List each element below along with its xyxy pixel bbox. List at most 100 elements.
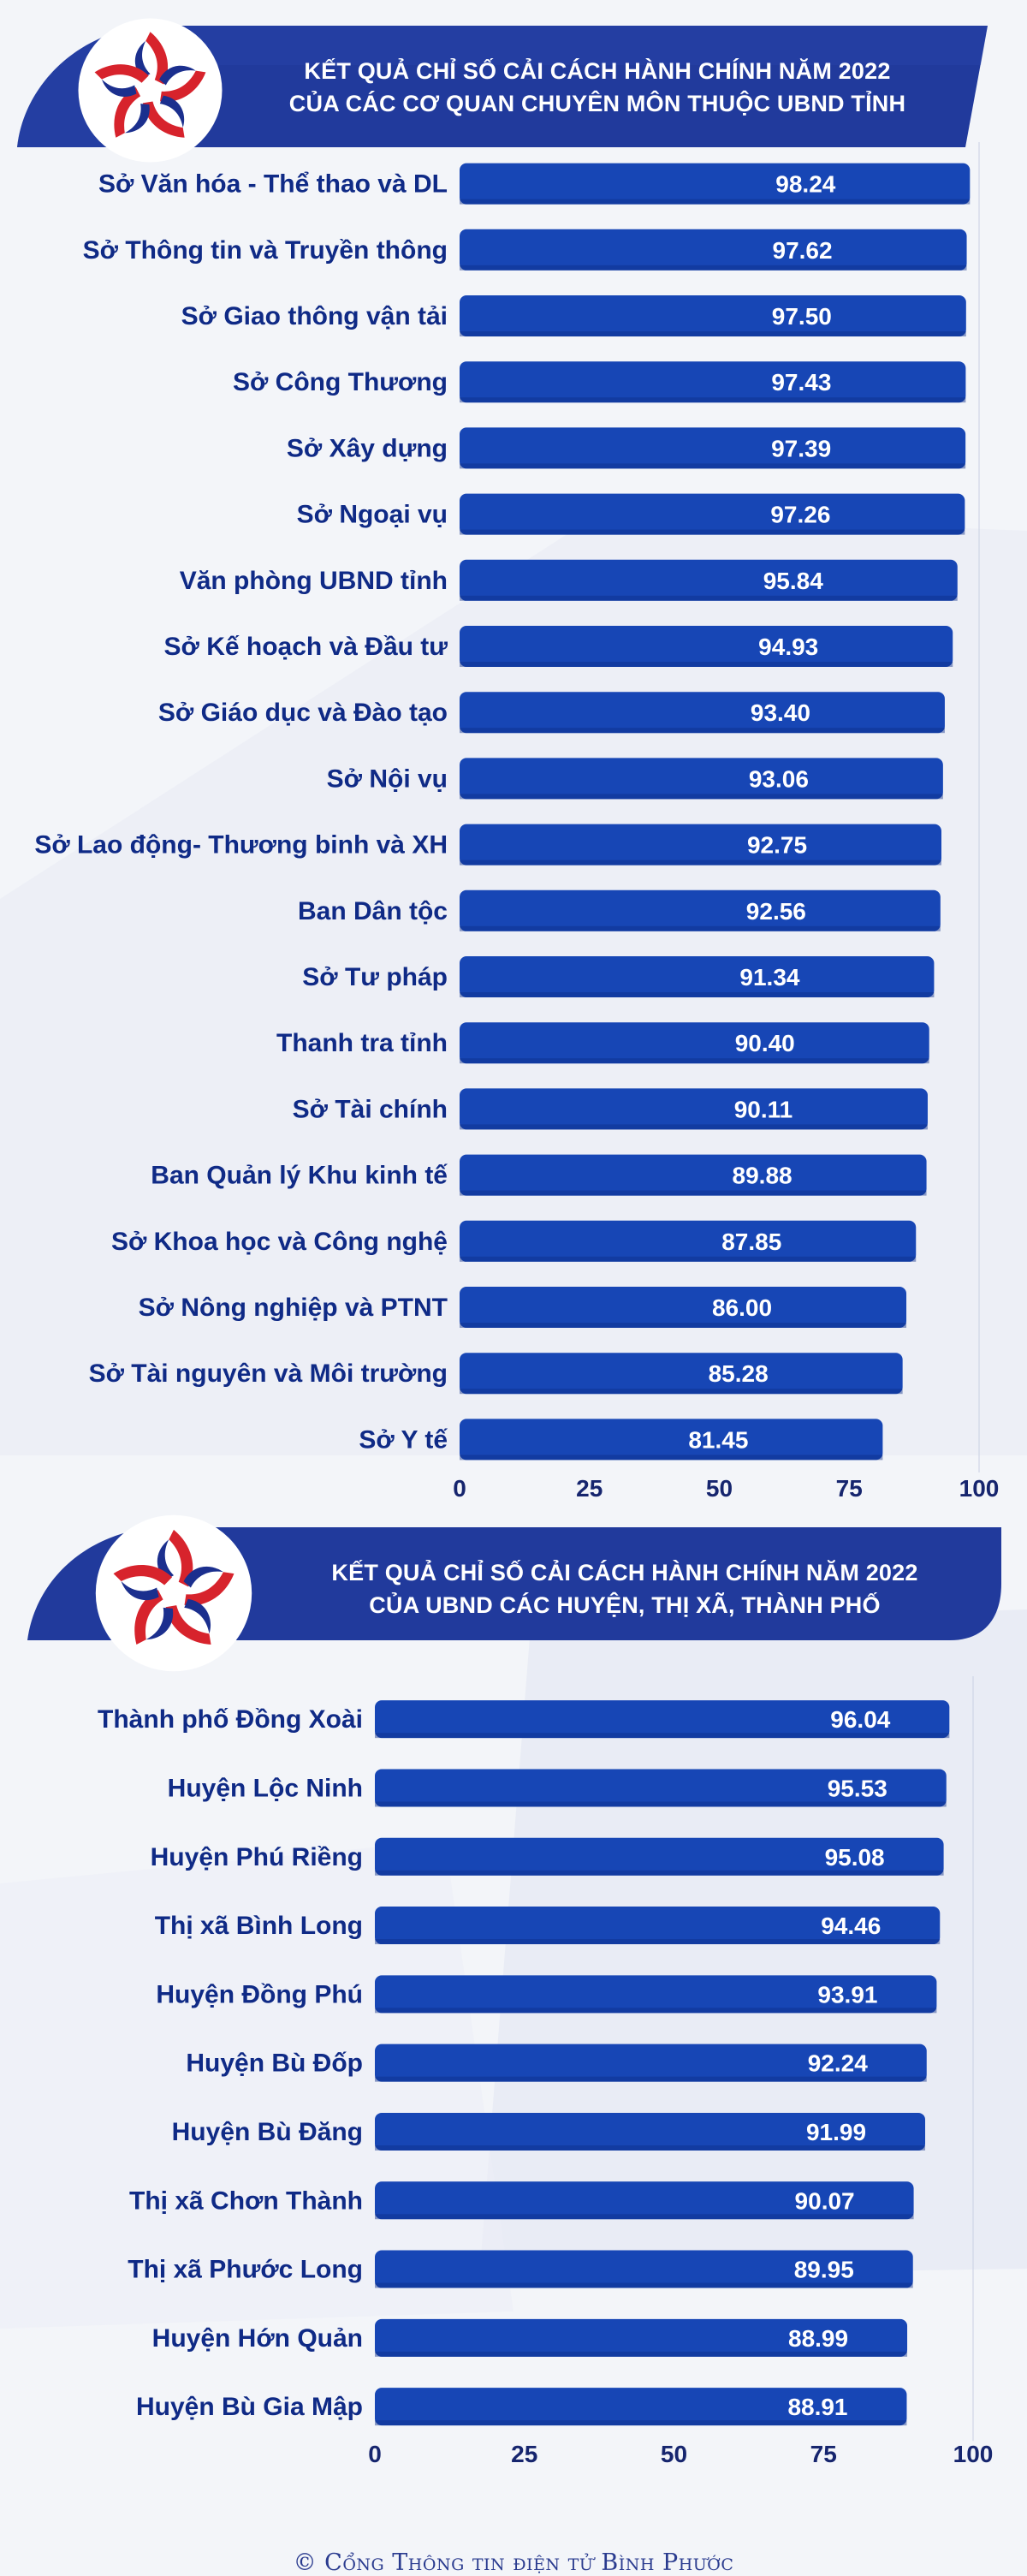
agency-category-label: Sở Tài nguyên và Môi trường: [89, 1359, 448, 1388]
agency-category-label: Sở Ngoại vụ: [297, 501, 448, 529]
agency-bar-shadow: [460, 662, 953, 667]
district-bar-shadow: [375, 2214, 914, 2220]
agency-bar: [460, 626, 953, 667]
agency-x-tick-label: 75: [836, 1475, 863, 1502]
agency-value-label: 97.39: [771, 435, 831, 461]
agency-value-label: 98.24: [775, 171, 835, 198]
district-value-label: 94.46: [821, 1913, 881, 1939]
agency-category-label: Thanh tra tỉnh: [276, 1029, 448, 1057]
agency-value-label: 97.50: [772, 303, 832, 330]
agency-bar: [460, 1022, 929, 1064]
agency-bar-shadow: [460, 265, 967, 271]
agency-bar-shadow: [460, 595, 958, 601]
agency-bar-shadow: [460, 1256, 917, 1262]
agency-value-label: 92.75: [747, 832, 807, 859]
agency-bar-shadow: [460, 925, 941, 931]
agency-category-label: Sở Kế hoạch và Đầu tư: [164, 633, 448, 661]
agency-value-label: 81.45: [688, 1426, 748, 1453]
agency-bar-shadow: [460, 529, 965, 535]
agency-bar-shadow: [460, 1190, 927, 1196]
agency-bar: [460, 889, 941, 931]
district-category-label: Huyện Đồng Phú: [156, 1980, 363, 2008]
banner-2-shape: [27, 1527, 1001, 1640]
district-category-label: Thị xã Bình Long: [155, 1912, 363, 1940]
agency-bar: [460, 1088, 928, 1130]
banner-1-title: KẾT QUẢ CHỈ SỐ CẢI CÁCH HÀNH CHÍNH NĂM 2…: [221, 55, 974, 120]
agency-category-label: Sở Văn hóa - Thể thao và DL: [98, 170, 448, 199]
district-category-label: Huyện Bù Đốp: [186, 2049, 363, 2078]
agency-bar: [460, 229, 967, 271]
agency-bar: [460, 692, 945, 734]
district-bar: [375, 2318, 908, 2357]
district-bar: [375, 1700, 950, 1739]
agency-category-label: Sở Nông nghiệp và PTNT: [139, 1294, 448, 1322]
agency-bar-shadow: [460, 1058, 929, 1064]
agency-category-label: Sở Nội vụ: [327, 764, 448, 793]
district-category-label: Huyện Bù Đăng: [172, 2118, 363, 2146]
agency-bar: [460, 295, 966, 336]
agency-value-label: 90.11: [734, 1096, 793, 1122]
district-value-label: 95.08: [825, 1844, 885, 1871]
district-value-label: 96.04: [830, 1706, 890, 1733]
agency-category-label: Ban Quản lý Khu kinh tế: [151, 1162, 448, 1190]
district-bar-shadow: [375, 1870, 944, 1876]
agency-value-label: 95.84: [763, 568, 823, 594]
district-category-label: Huyện Phú Riềng: [151, 1843, 363, 1871]
district-bar-shadow: [375, 2282, 913, 2288]
district-category-label: Thị xã Chơn Thành: [129, 2186, 363, 2215]
agency-bar: [460, 824, 941, 866]
agency-value-label: 97.43: [771, 369, 831, 396]
agency-x-tick-label: 25: [576, 1475, 603, 1502]
banner-1-shape: [17, 26, 988, 147]
district-x-tick-label: 0: [368, 2441, 382, 2467]
agency-value-label: 93.06: [749, 765, 809, 792]
agency-value-label: 85.28: [709, 1360, 769, 1387]
agency-bar: [460, 427, 966, 469]
agency-bar-shadow: [460, 1455, 883, 1461]
agency-bar-shadow: [460, 397, 966, 403]
district-bar-shadow: [375, 1801, 947, 1807]
agency-bar-shadow: [460, 992, 935, 997]
agency-value-label: 93.40: [751, 699, 810, 726]
district-bar: [375, 2112, 926, 2151]
agency-value-label: 87.85: [721, 1229, 781, 1255]
agency-bar: [460, 559, 958, 601]
banner-1-line2: CỦA CÁC CƠ QUAN CHUYÊN MÔN THUỘC UBND TỈ…: [288, 91, 906, 116]
agency-x-tick-label: 50: [706, 1475, 733, 1502]
agency-bar-shadow: [460, 1389, 903, 1395]
district-x-tick-label: 50: [661, 2441, 687, 2467]
footer-copyright: © Cổng Thông tin điện tử Bình Phước: [293, 2549, 734, 2576]
agency-value-label: 90.40: [735, 1030, 795, 1056]
district-bar: [375, 2250, 913, 2288]
agency-category-label: Ban Dân tộc: [298, 897, 448, 925]
agency-bar: [460, 1419, 883, 1461]
district-category-label: Huyện Hớn Quản: [152, 2324, 363, 2353]
district-value-label: 88.91: [787, 2394, 847, 2420]
agency-category-label: Sở Giáo dục và Đào tạo: [158, 699, 448, 727]
agency-category-label: Sở Tư pháp: [302, 963, 448, 991]
agency-value-label: 91.34: [739, 964, 799, 991]
district-bar: [375, 1907, 941, 1945]
district-x-tick-label: 25: [511, 2441, 537, 2467]
banner-2-line2: CỦA UBND CÁC HUYỆN, THỊ XÃ, THÀNH PHỐ: [369, 1592, 881, 1618]
agency-category-label: Văn phòng UBND tỉnh: [180, 567, 448, 595]
agency-bar: [460, 956, 935, 997]
banner-2: KẾT QUẢ CHỈ SỐ CẢI CÁCH HÀNH CHÍNH NĂM 2…: [26, 1524, 1001, 1644]
agency-bar-shadow: [460, 1124, 928, 1130]
district-bar: [375, 2044, 927, 2082]
district-bar-shadow: [375, 1939, 941, 1945]
agency-bar: [460, 1353, 903, 1395]
agency-bar: [460, 758, 943, 800]
agency-bar-shadow: [460, 463, 966, 469]
agency-value-label: 97.62: [773, 237, 833, 264]
banner-2-title: KẾT QUẢ CHỈ SỐ CẢI CÁCH HÀNH CHÍNH NĂM 2…: [282, 1556, 967, 1621]
district-x-tick-label: 100: [953, 2441, 994, 2467]
district-bar-shadow: [375, 2145, 926, 2151]
agency-category-label: Sở Y tế: [359, 1425, 448, 1454]
district-bar-shadow: [375, 2008, 937, 2014]
district-category-label: Huyện Lộc Ninh: [168, 1774, 363, 1802]
star-hands-logo-icon: [95, 1514, 252, 1672]
agency-bar-shadow: [460, 1323, 907, 1328]
